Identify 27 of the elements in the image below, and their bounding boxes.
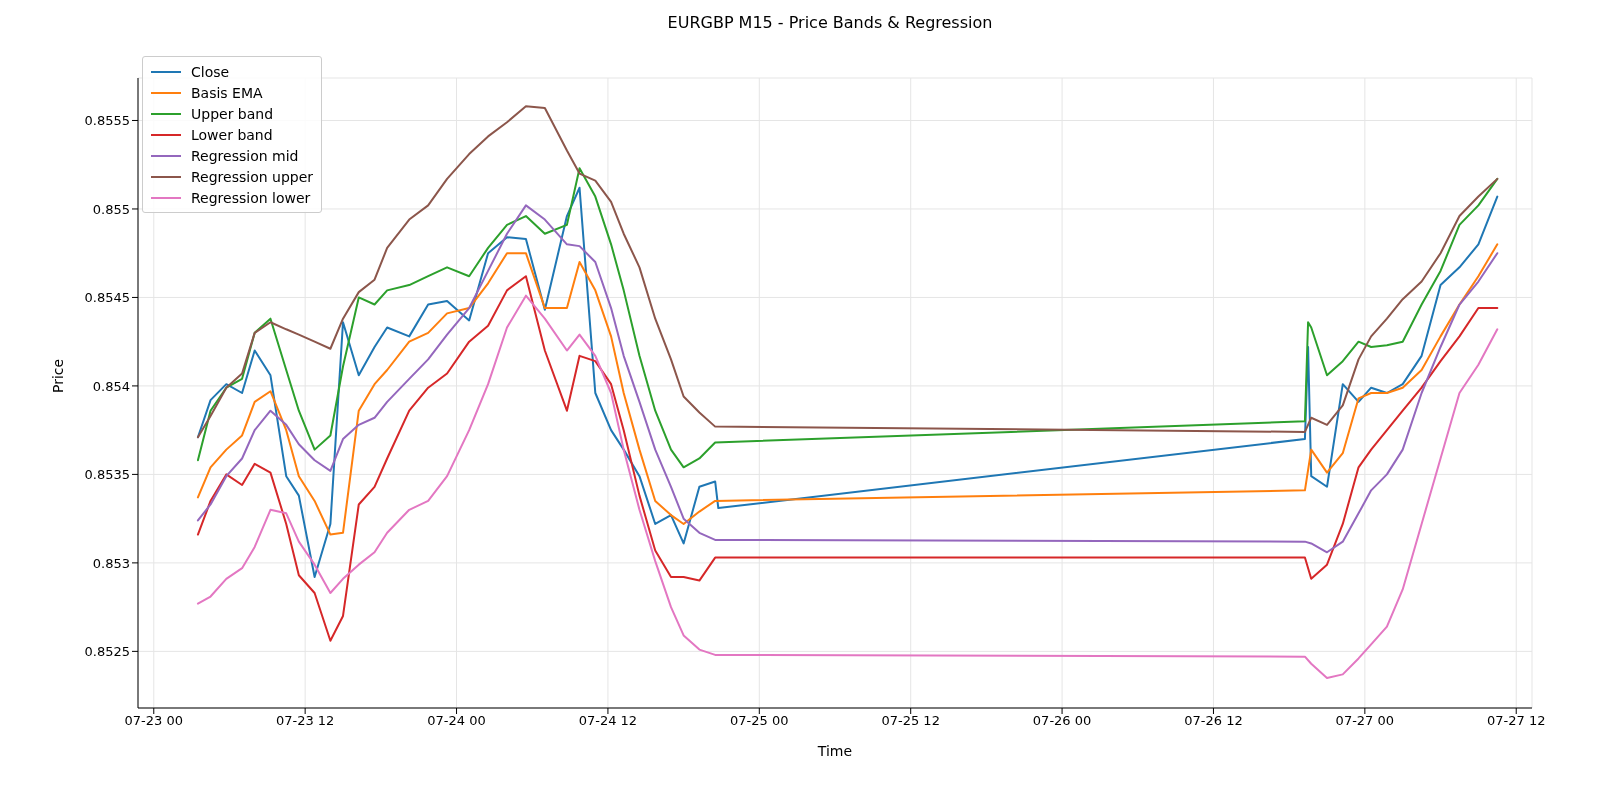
- x-tick-label: 07-27 12: [1487, 713, 1546, 729]
- x-tick-label: 07-26 12: [1184, 713, 1243, 729]
- chart-title: EURGBP M15 - Price Bands & Regression: [666, 12, 994, 34]
- legend-label: Basis EMA: [191, 84, 263, 101]
- legend-label: Close: [191, 63, 230, 80]
- y-tick-label: 0.8525: [84, 643, 130, 659]
- x-tick-label: 07-25 00: [730, 713, 789, 729]
- y-tick-label: 0.8535: [84, 467, 130, 483]
- x-tick-label: 07-26 00: [1032, 713, 1092, 729]
- legend-label: Regression mid: [191, 147, 299, 164]
- x-tick-label: 07-24 12: [578, 713, 638, 729]
- legend-label: Upper band: [191, 105, 274, 122]
- y-tick-label: 0.854: [92, 378, 130, 394]
- y-axis-title: Price: [49, 358, 66, 393]
- x-tick-label: 07-24 00: [427, 713, 486, 729]
- x-axis-title: Time: [816, 743, 853, 759]
- legend-label: Lower band: [191, 126, 273, 143]
- y-tick-label: 0.853: [92, 555, 130, 571]
- y-tick-label: 0.8555: [84, 113, 130, 129]
- legend-label: Regression upper: [191, 168, 314, 185]
- y-tick-label: 0.855: [92, 201, 130, 217]
- legend-label: Regression lower: [191, 189, 311, 206]
- x-tick-label: 07-27 00: [1335, 713, 1395, 729]
- y-tick-label: 0.8545: [84, 290, 130, 306]
- x-tick-label: 07-25 12: [881, 713, 940, 729]
- x-tick-label: 07-23 12: [275, 713, 335, 729]
- x-tick-label: 07-23 00: [124, 713, 183, 729]
